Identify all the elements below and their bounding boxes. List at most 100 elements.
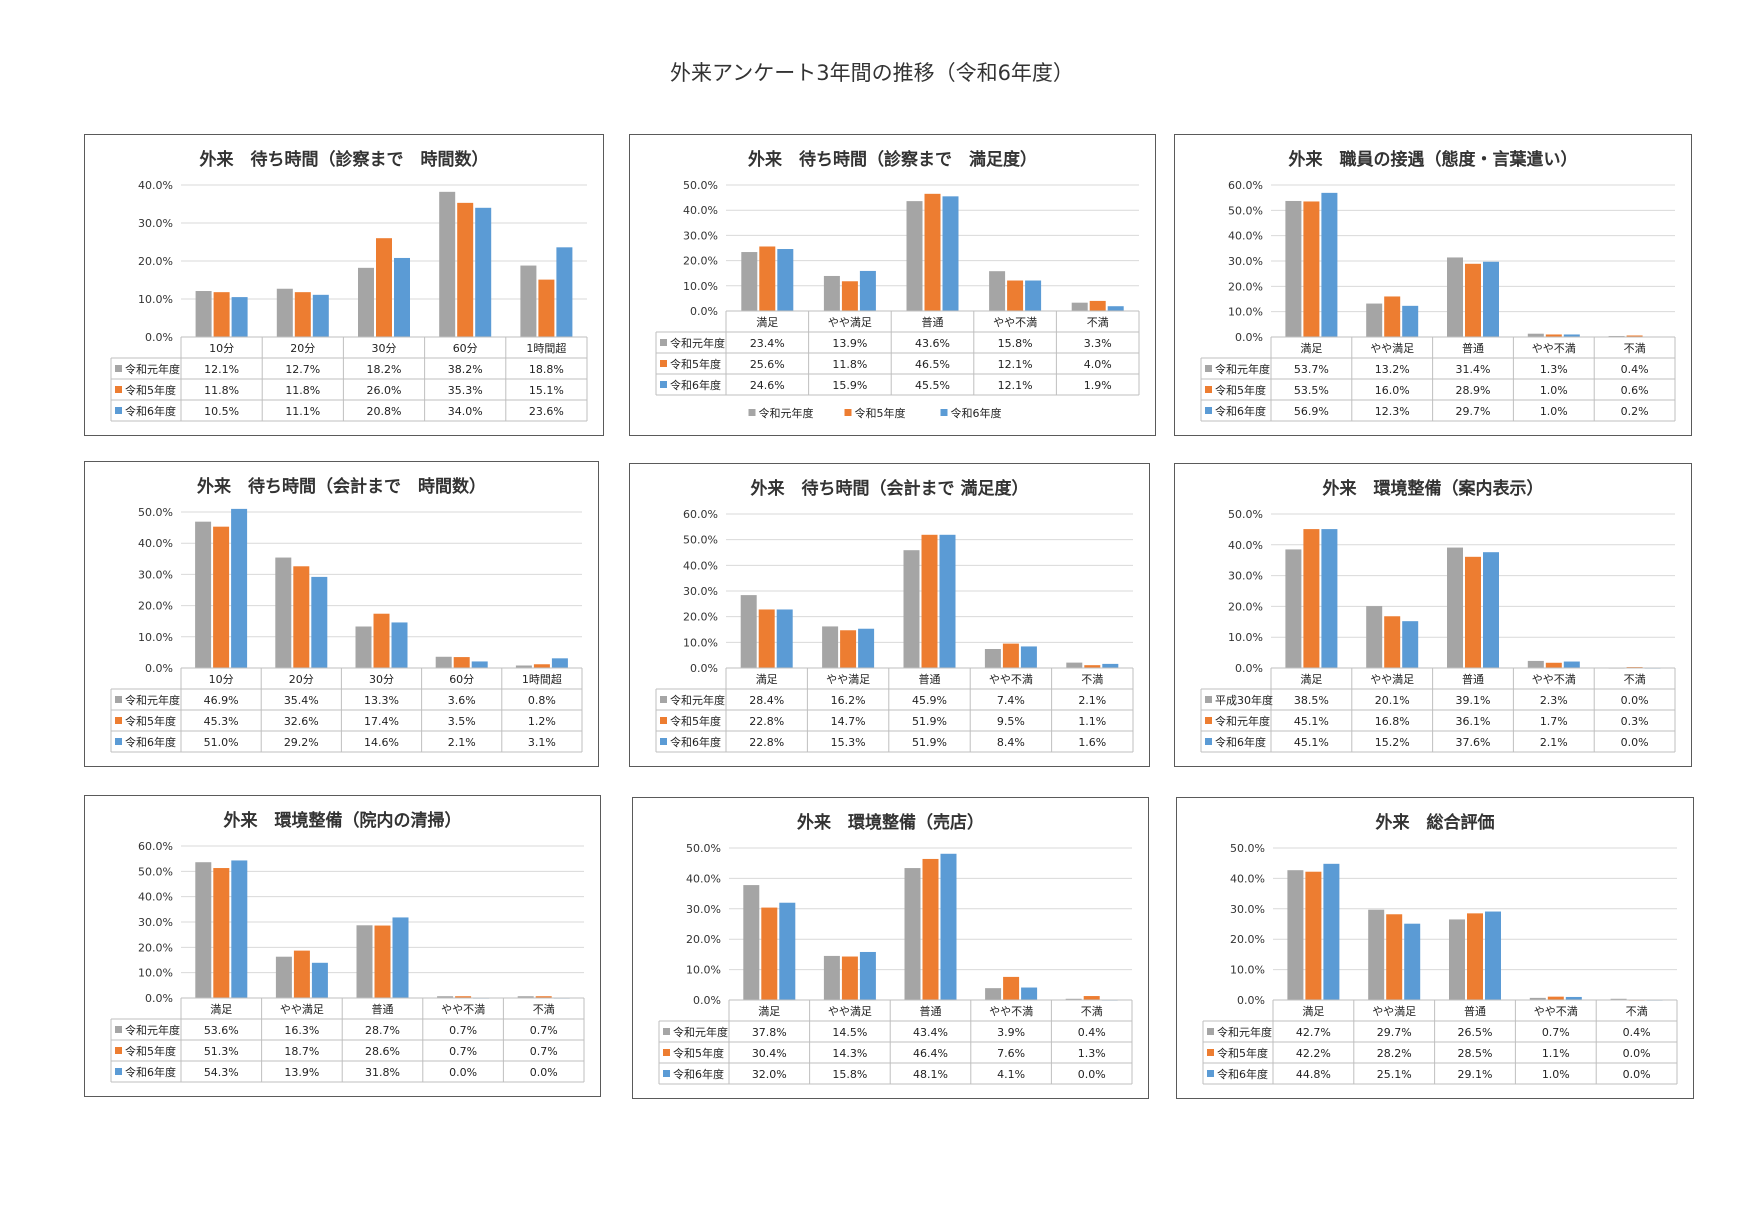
chart-title: 外来 待ち時間（会計まで 満足度） [751, 478, 1029, 499]
bar [358, 267, 374, 337]
data-label: 42.2% [1296, 1047, 1331, 1060]
y-tick-label: 40.0% [686, 872, 721, 885]
data-label: 53.7% [1294, 363, 1329, 376]
bar [939, 534, 956, 668]
bar [435, 656, 452, 668]
bar [1545, 662, 1562, 668]
bar [1467, 913, 1483, 1000]
chart-panel-overall: 外来 総合評価 0.0% 10.0% 20.0% 30.0% 40.0% 50.0% 満足 やや… [1176, 797, 1694, 1099]
data-label: 3.3% [1084, 337, 1112, 350]
data-label: 28.4% [749, 694, 784, 707]
chart-title: 外来 待ち時間（診察まで 時間数） [200, 149, 489, 170]
data-label: 1.1% [1542, 1047, 1570, 1060]
y-tick-label: 60.0% [138, 840, 173, 853]
category-label: 満足 [210, 1003, 232, 1016]
data-label: 26.5% [1458, 1026, 1493, 1039]
category-label: 普通 [1464, 1004, 1486, 1018]
bar [1305, 871, 1322, 1000]
series-name: 令和6年度 [125, 735, 176, 749]
bar [517, 996, 534, 998]
bar [989, 271, 1006, 311]
category-label: 20分 [289, 673, 314, 686]
bar [1563, 661, 1580, 668]
page-title: 外来アンケート3年間の推移（令和6年度） [670, 61, 1074, 85]
legend-key [1205, 738, 1212, 745]
y-tick-label: 0.0% [145, 992, 173, 1005]
data-label: 11.8% [204, 384, 239, 397]
data-label: 45.3% [204, 715, 239, 728]
y-tick-label: 40.0% [1228, 230, 1263, 243]
series-name: 令和6年度 [1217, 1067, 1268, 1081]
data-label: 1.3% [1078, 1047, 1106, 1060]
data-label: 48.1% [913, 1068, 948, 1081]
category-label: 満足 [756, 316, 778, 329]
bar [841, 956, 858, 1000]
bar [1608, 335, 1625, 337]
data-label: 37.6% [1456, 736, 1491, 749]
data-label: 43.6% [915, 337, 950, 350]
data-label: 44.8% [1296, 1068, 1331, 1081]
data-label: 12.1% [204, 363, 239, 376]
data-label: 0.2% [1621, 405, 1649, 418]
data-label: 11.8% [285, 384, 320, 397]
y-tick-label: 30.0% [683, 585, 718, 598]
bar [759, 246, 776, 311]
y-tick-label: 30.0% [1228, 570, 1263, 583]
category-label: やや不満 [993, 316, 1037, 329]
bar [758, 609, 775, 668]
legend-key [660, 696, 667, 703]
bar [475, 207, 492, 337]
data-label: 54.3% [204, 1066, 239, 1079]
bar [776, 609, 793, 668]
bar [777, 249, 794, 311]
bar [1404, 923, 1421, 1000]
data-label: 0.4% [1078, 1026, 1106, 1039]
bar [373, 613, 390, 668]
chart-title: 外来 待ち時間（会計まで 時間数） [197, 476, 486, 497]
y-tick-label: 0.0% [693, 994, 721, 1007]
chart-panel-signage: 外来 環境整備（案内表示） 0.0% 10.0% 20.0% 30.0% 40.0% 50.… [1174, 463, 1692, 767]
bar [743, 885, 760, 1000]
data-label: 46.5% [915, 358, 950, 371]
y-tick-label: 0.0% [690, 305, 718, 318]
chart-svg: 外来 環境整備（案内表示） 0.0% 10.0% 20.0% 30.0% 40.0% 50.… [1200, 478, 1676, 753]
bar [1102, 663, 1119, 668]
data-label: 1.2% [528, 715, 556, 728]
y-tick-label: 30.0% [138, 568, 173, 581]
bar [1465, 556, 1481, 668]
category-label: やや不満 [989, 673, 1033, 686]
data-label: 25.1% [1377, 1068, 1412, 1081]
series-name: 令和6年度 [125, 1065, 176, 1079]
chart-svg: 外来 待ち時間（会計まで 時間数） 0.0% 10.0% 20.0% 30.0% 40.0… [110, 476, 583, 753]
bar [903, 550, 920, 668]
y-tick-label: 50.0% [683, 179, 718, 192]
legend-key [115, 696, 122, 703]
category-label: 普通 [919, 672, 941, 686]
bar [906, 201, 923, 311]
category-label: やや満足 [1370, 342, 1414, 355]
data-label: 0.4% [1623, 1026, 1651, 1039]
series-name: 令和元年度 [1215, 714, 1270, 728]
category-label: 不満 [533, 1003, 555, 1016]
data-label: 9.5% [997, 715, 1025, 728]
category-label: 20分 [290, 342, 315, 355]
bar [1465, 263, 1481, 337]
bar [293, 950, 310, 998]
bar [1402, 621, 1419, 668]
legend-key [660, 717, 667, 724]
chart-svg: 外来 環境整備（売店） 0.0% 10.0% 20.0% 30.0% 40.0% 50.0%… [658, 812, 1133, 1085]
y-tick-label: 10.0% [1228, 306, 1263, 319]
data-label: 38.2% [448, 363, 483, 376]
data-label: 8.4% [997, 736, 1025, 749]
category-label: やや不満 [1532, 673, 1576, 686]
data-label: 15.1% [529, 384, 564, 397]
bar [823, 955, 840, 1000]
chart-title: 外来 環境整備（案内表示） [1323, 478, 1544, 499]
bar [1368, 909, 1385, 1000]
data-label: 17.4% [364, 715, 399, 728]
legend-key [660, 360, 667, 367]
data-label: 16.0% [1375, 384, 1410, 397]
category-label: 普通 [1462, 672, 1484, 686]
data-label: 28.6% [365, 1045, 400, 1058]
y-tick-label: 40.0% [683, 559, 718, 572]
